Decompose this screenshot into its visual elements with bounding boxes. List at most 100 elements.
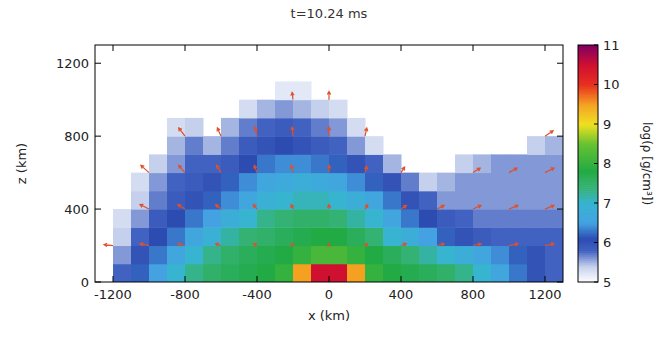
density-cell xyxy=(257,136,276,155)
density-cell xyxy=(203,154,222,173)
velocity-arrow xyxy=(217,128,221,136)
density-cell xyxy=(275,209,294,228)
density-cell xyxy=(419,246,438,265)
density-cell xyxy=(329,173,348,192)
density-cell xyxy=(293,264,312,282)
y-tick-label: 0 xyxy=(81,275,89,290)
density-cell xyxy=(239,100,258,119)
density-cell xyxy=(491,154,510,173)
density-cell xyxy=(203,246,222,265)
density-cell xyxy=(509,246,528,265)
density-cell xyxy=(167,118,186,137)
x-tick xyxy=(545,276,546,282)
y-tick xyxy=(95,282,101,283)
density-cell xyxy=(347,264,366,282)
colorbar-tick-label: 7 xyxy=(603,196,611,211)
title: t=10.24 ms xyxy=(291,6,368,21)
density-cell xyxy=(383,173,402,192)
density-cell xyxy=(329,191,348,210)
density-cell xyxy=(185,264,204,282)
density-cell xyxy=(545,191,563,210)
density-cell xyxy=(347,136,366,155)
colorbar-label: log(ρ [g/cm³]) xyxy=(640,122,654,205)
density-cell xyxy=(401,209,420,228)
x-tick-label: 1200 xyxy=(528,287,561,302)
density-cell xyxy=(221,246,240,265)
density-cell xyxy=(311,136,330,155)
density-cell xyxy=(221,118,240,137)
x-tick xyxy=(113,45,114,51)
density-cell xyxy=(131,264,150,282)
density-cell xyxy=(365,136,384,155)
velocity-arrow xyxy=(291,244,294,247)
density-cell xyxy=(239,246,258,265)
velocity-arrow xyxy=(179,165,185,172)
density-cell xyxy=(365,209,384,228)
density-cell xyxy=(509,191,528,210)
density-cell xyxy=(455,191,474,210)
density-cell xyxy=(185,227,204,246)
velocity-arrow xyxy=(473,168,480,173)
density-cell xyxy=(239,154,258,173)
colorbar-tick xyxy=(594,124,598,125)
velocity-arrow xyxy=(178,243,185,246)
velocity-arrow xyxy=(290,165,293,172)
density-cell xyxy=(527,154,546,173)
colorbar-tick xyxy=(594,242,598,243)
density-cell xyxy=(275,154,294,173)
velocity-arrow xyxy=(179,128,185,136)
density-cell xyxy=(329,136,348,155)
velocity-arrow xyxy=(216,205,221,210)
density-cell xyxy=(293,136,312,155)
density-cell xyxy=(149,191,168,210)
x-tick-label: 800 xyxy=(461,287,486,302)
density-cell xyxy=(365,264,384,282)
velocity-arrow xyxy=(217,165,222,172)
x-tick xyxy=(185,276,186,282)
density-cell xyxy=(545,136,563,155)
density-cell xyxy=(329,227,348,246)
density-cell xyxy=(401,173,420,192)
density-cell xyxy=(401,246,420,265)
velocity-arrow xyxy=(473,205,481,209)
velocity-arrow xyxy=(364,244,367,247)
density-cell xyxy=(545,209,563,228)
velocity-arrow xyxy=(437,205,444,209)
density-cell xyxy=(455,154,474,173)
density-cell xyxy=(257,191,276,210)
density-cell xyxy=(473,246,492,265)
x-tick-label: 400 xyxy=(389,287,414,302)
x-tick-label: -1200 xyxy=(94,287,132,302)
density-cell xyxy=(437,227,456,246)
velocity-arrow xyxy=(327,127,330,136)
density-cell xyxy=(401,264,420,282)
density-cell xyxy=(185,136,204,155)
velocity-arrow xyxy=(216,243,221,246)
density-cell xyxy=(311,209,330,228)
density-cell xyxy=(239,227,258,246)
x-tick xyxy=(545,45,546,51)
density-cell xyxy=(455,173,474,192)
density-cell xyxy=(221,173,240,192)
x-tick-label: 0 xyxy=(325,287,333,302)
density-cell xyxy=(167,264,186,282)
density-cell xyxy=(203,227,222,246)
density-cell xyxy=(527,209,546,228)
density-cell xyxy=(491,173,510,192)
velocity-arrow xyxy=(365,205,368,210)
density-cell xyxy=(275,100,294,119)
velocity-arrow xyxy=(327,165,330,172)
colorbar-tick-label: 8 xyxy=(603,156,611,171)
density-cell xyxy=(347,191,366,210)
density-cell xyxy=(167,191,186,210)
density-cell xyxy=(347,118,366,137)
x-tick xyxy=(473,276,474,282)
density-cell xyxy=(293,246,312,265)
density-cell xyxy=(131,173,150,192)
y-tick xyxy=(557,63,563,64)
velocity-arrow xyxy=(140,243,149,246)
x-tick xyxy=(113,276,114,282)
density-cell xyxy=(257,264,276,282)
y-tick-label: 1200 xyxy=(56,56,89,71)
chart: -1200-800-4000400800120004008001200t=10.… xyxy=(0,0,657,351)
